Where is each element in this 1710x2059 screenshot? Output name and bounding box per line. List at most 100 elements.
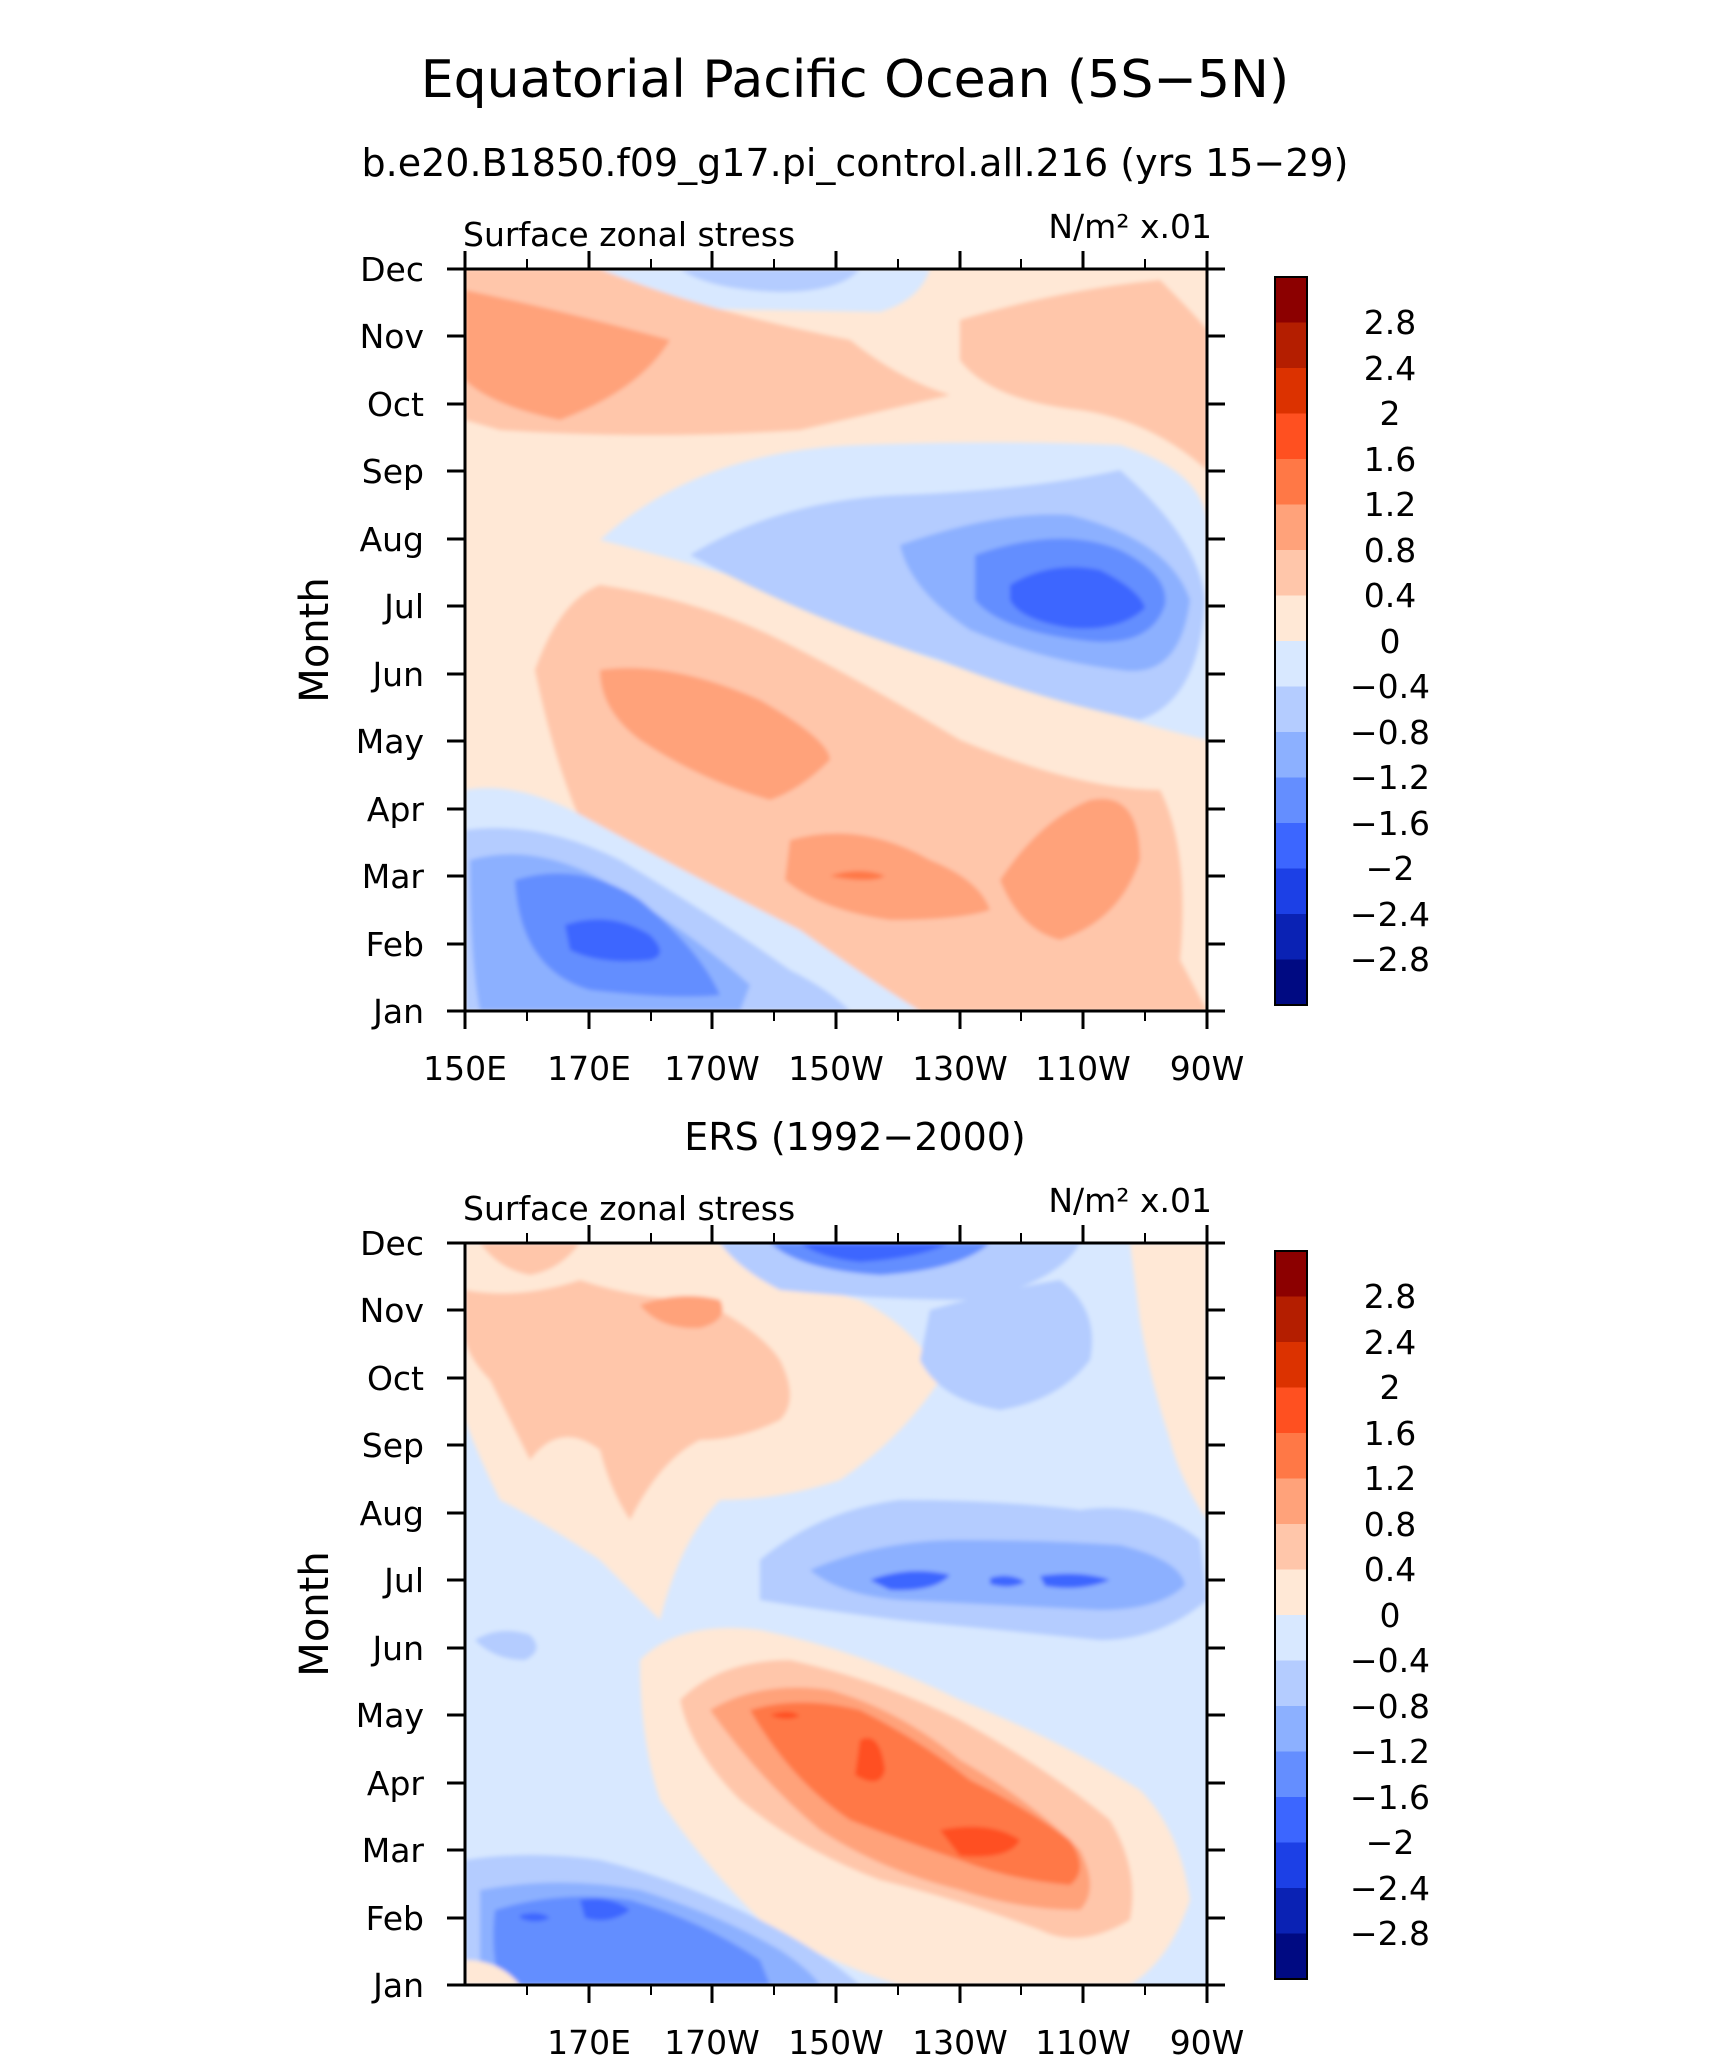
panel-2-ytick-feb: Feb [366, 1899, 424, 1938]
p2-cbar-label-2: 2 [1380, 1368, 1401, 1407]
panel-1-ytick-jun: Jun [370, 655, 424, 694]
p2-neg-summer-core [870, 1571, 1110, 1591]
p2-pos-nov-core [640, 1296, 723, 1329]
p1-cbar-label-m1.2: −1.2 [1350, 758, 1430, 797]
p1-cbar-label-2: 2 [1380, 394, 1401, 433]
p2-cbar-label-2.4: 2.4 [1364, 1323, 1416, 1362]
panel-1-left-label: Surface zonal stress [463, 215, 795, 254]
figure-title: Equatorial Pacific Ocean (5S−5N) [421, 50, 1289, 110]
p1-cbar-label-m0.8: −0.8 [1350, 713, 1430, 752]
p1-neg-inner-north [680, 269, 860, 292]
p2-neg-fall-east [920, 1280, 1092, 1410]
panel-2-ytick-jan: Jan [371, 1966, 424, 2005]
panel-2-ytick-may: May [356, 1696, 424, 1735]
panel-1-xtick-150w: 150W [788, 1049, 884, 1088]
panel-1-xtick-110w: 110W [1035, 1049, 1131, 1088]
panel-1-ytick-feb: Feb [366, 925, 424, 964]
p2-cbar-label-m2.4: −2.4 [1350, 1869, 1430, 1908]
panel-2-ytick-sep: Sep [362, 1426, 424, 1465]
p2-cbar-label-0.4: 0.4 [1364, 1550, 1416, 1589]
p1-cbar-label-m1.6: −1.6 [1350, 804, 1430, 843]
p1-pos-northwest-inner [465, 290, 670, 420]
p1-cbar-label-1.2: 1.2 [1364, 485, 1416, 524]
panel-2-y-ticks: Jan Feb Mar Apr May Jun Jul Aug Sep Oct … [356, 1224, 1225, 2005]
panel-2-ytick-jun: Jun [370, 1629, 424, 1668]
p1-neg-summer-core3 [1010, 567, 1145, 629]
panel-1-contour-field [465, 269, 1207, 1011]
panel-2-xtick-110w: 110W [1035, 2023, 1131, 2059]
panel-1-ytick-dec: Dec [360, 250, 424, 289]
p1-cbar-label-m2: −2 [1366, 849, 1415, 888]
p2-cbar-label-m1.6: −1.6 [1350, 1778, 1430, 1817]
p1-cbar-label-1.6: 1.6 [1364, 440, 1416, 479]
panel-1-xtick-170w: 170W [664, 1049, 760, 1088]
p2-cbar-label-0.8: 0.8 [1364, 1505, 1416, 1544]
p2-neg-dec-core2 [800, 1243, 950, 1262]
panel-2-ytick-jul: Jul [382, 1561, 424, 1600]
panel-1-y-ticks: Jan Feb Mar Apr May Jun Jul Aug Sep Oct … [356, 250, 1225, 1031]
panel-2-ytick-aug: Aug [360, 1494, 424, 1533]
p1-cbar-label-m0.4: −0.4 [1350, 667, 1430, 706]
panel-1-ytick-mar: Mar [362, 857, 425, 896]
p2-cbar-label-m0.8: −0.8 [1350, 1687, 1430, 1726]
panel-2-colorbar: 2.8 2.4 2 1.6 1.2 0.8 0.4 0 −0.4 −0.8 −1… [1274, 1250, 1430, 1980]
p1-cbar-label-m2.4: −2.4 [1350, 895, 1430, 934]
panel-2: ERS (1992−2000) Surface zonal stress N/m… [292, 1115, 1430, 2059]
p2-cbar-label-m1.2: −1.2 [1350, 1732, 1430, 1771]
panel-1-ytick-jul: Jul [382, 587, 424, 626]
p2-neg-winter-core [493, 1896, 770, 1985]
p2-cbar-label-0: 0 [1380, 1596, 1401, 1635]
panel-1-ytick-may: May [356, 722, 424, 761]
panel-1-ytick-oct: Oct [367, 385, 424, 424]
panel-1-title: b.e20.B1850.f09_g17.pi_control.all.216 (… [362, 141, 1349, 185]
p2-pos-east-edge [1130, 1243, 1207, 1520]
p2-cbar-label-2.8: 2.8 [1364, 1277, 1416, 1316]
panel-2-ytick-oct: Oct [367, 1359, 424, 1398]
p1-neg-winter-core3 [565, 919, 660, 962]
panel-2-units: N/m² x.01 [1048, 1181, 1212, 1220]
panel-1-xtick-90w: 90W [1170, 1049, 1245, 1088]
panel-2-xtick-90w: 90W [1170, 2023, 1245, 2059]
panel-2-xtick-150w: 150W [788, 2023, 884, 2059]
p1-cbar-label-0: 0 [1380, 622, 1401, 661]
p2-cbar-label-1.2: 1.2 [1364, 1459, 1416, 1498]
panel-1-ytick-jan: Jan [371, 992, 424, 1031]
p1-cbar-label-0.4: 0.4 [1364, 576, 1416, 615]
panel-2-contour-field [465, 1243, 1207, 1985]
p1-pos-march-east [1000, 798, 1140, 940]
p1-pos-march-center [785, 833, 990, 920]
p2-neg-summer-inner [810, 1540, 1185, 1610]
panel-1-colorbar: 2.8 2.4 2 1.6 1.2 0.8 0.4 0 −0.4 −0.8 −1… [1274, 276, 1430, 1006]
p2-pos-northwest-inner [465, 1280, 790, 1520]
p2-pos-spring-core [770, 1711, 1020, 1857]
panel-2-ytick-dec: Dec [360, 1224, 424, 1263]
p2-neg-winter-core2 [520, 1898, 630, 1922]
p2-cbar-label-1.6: 1.6 [1364, 1414, 1416, 1453]
p1-pos-northeast [960, 280, 1207, 470]
p2-cbar-label-m2.8: −2.8 [1350, 1914, 1430, 1953]
panel-1-ytick-nov: Nov [360, 317, 424, 356]
panel-2-left-label: Surface zonal stress [463, 1189, 795, 1228]
panel-1-xtick-130w: 130W [912, 1049, 1008, 1088]
p2-pos-west-winter [465, 1960, 520, 1985]
panel-1-ytick-sep: Sep [362, 452, 424, 491]
panel-1-ytick-apr: Apr [367, 790, 425, 829]
panel-2-xtick-130w: 130W [912, 2023, 1008, 2059]
panel-2-ytick-nov: Nov [360, 1291, 424, 1330]
p1-cbar-label-m2.8: −2.8 [1350, 940, 1430, 979]
p1-cbar-label-2.4: 2.4 [1364, 349, 1416, 388]
panel-1-xtick-170e: 170E [547, 1049, 631, 1088]
panel-2-xtick-170e: 170E [547, 2023, 631, 2059]
p1-pos-spring-inner [600, 668, 830, 800]
p1-cbar-label-0.8: 0.8 [1364, 531, 1416, 570]
panel-2-ytick-mar: Mar [362, 1831, 425, 1870]
p2-neg-june-west [475, 1631, 537, 1660]
panel-1-x-ticks: 150E 170E 170W 150W 130W 110W 90W [423, 251, 1244, 1088]
panel-1-xtick-150e: 150E [423, 1049, 507, 1088]
panel-2-x-ticks: 170E 170W 150W 130W 110W 90W [526, 1225, 1245, 2059]
panel-1-ylabel: Month [292, 577, 338, 702]
p2-cbar-label-m0.4: −0.4 [1350, 1641, 1430, 1680]
p2-cbar-label-m2: −2 [1366, 1823, 1415, 1862]
panel-1: b.e20.B1850.f09_g17.pi_control.all.216 (… [292, 141, 1430, 1088]
